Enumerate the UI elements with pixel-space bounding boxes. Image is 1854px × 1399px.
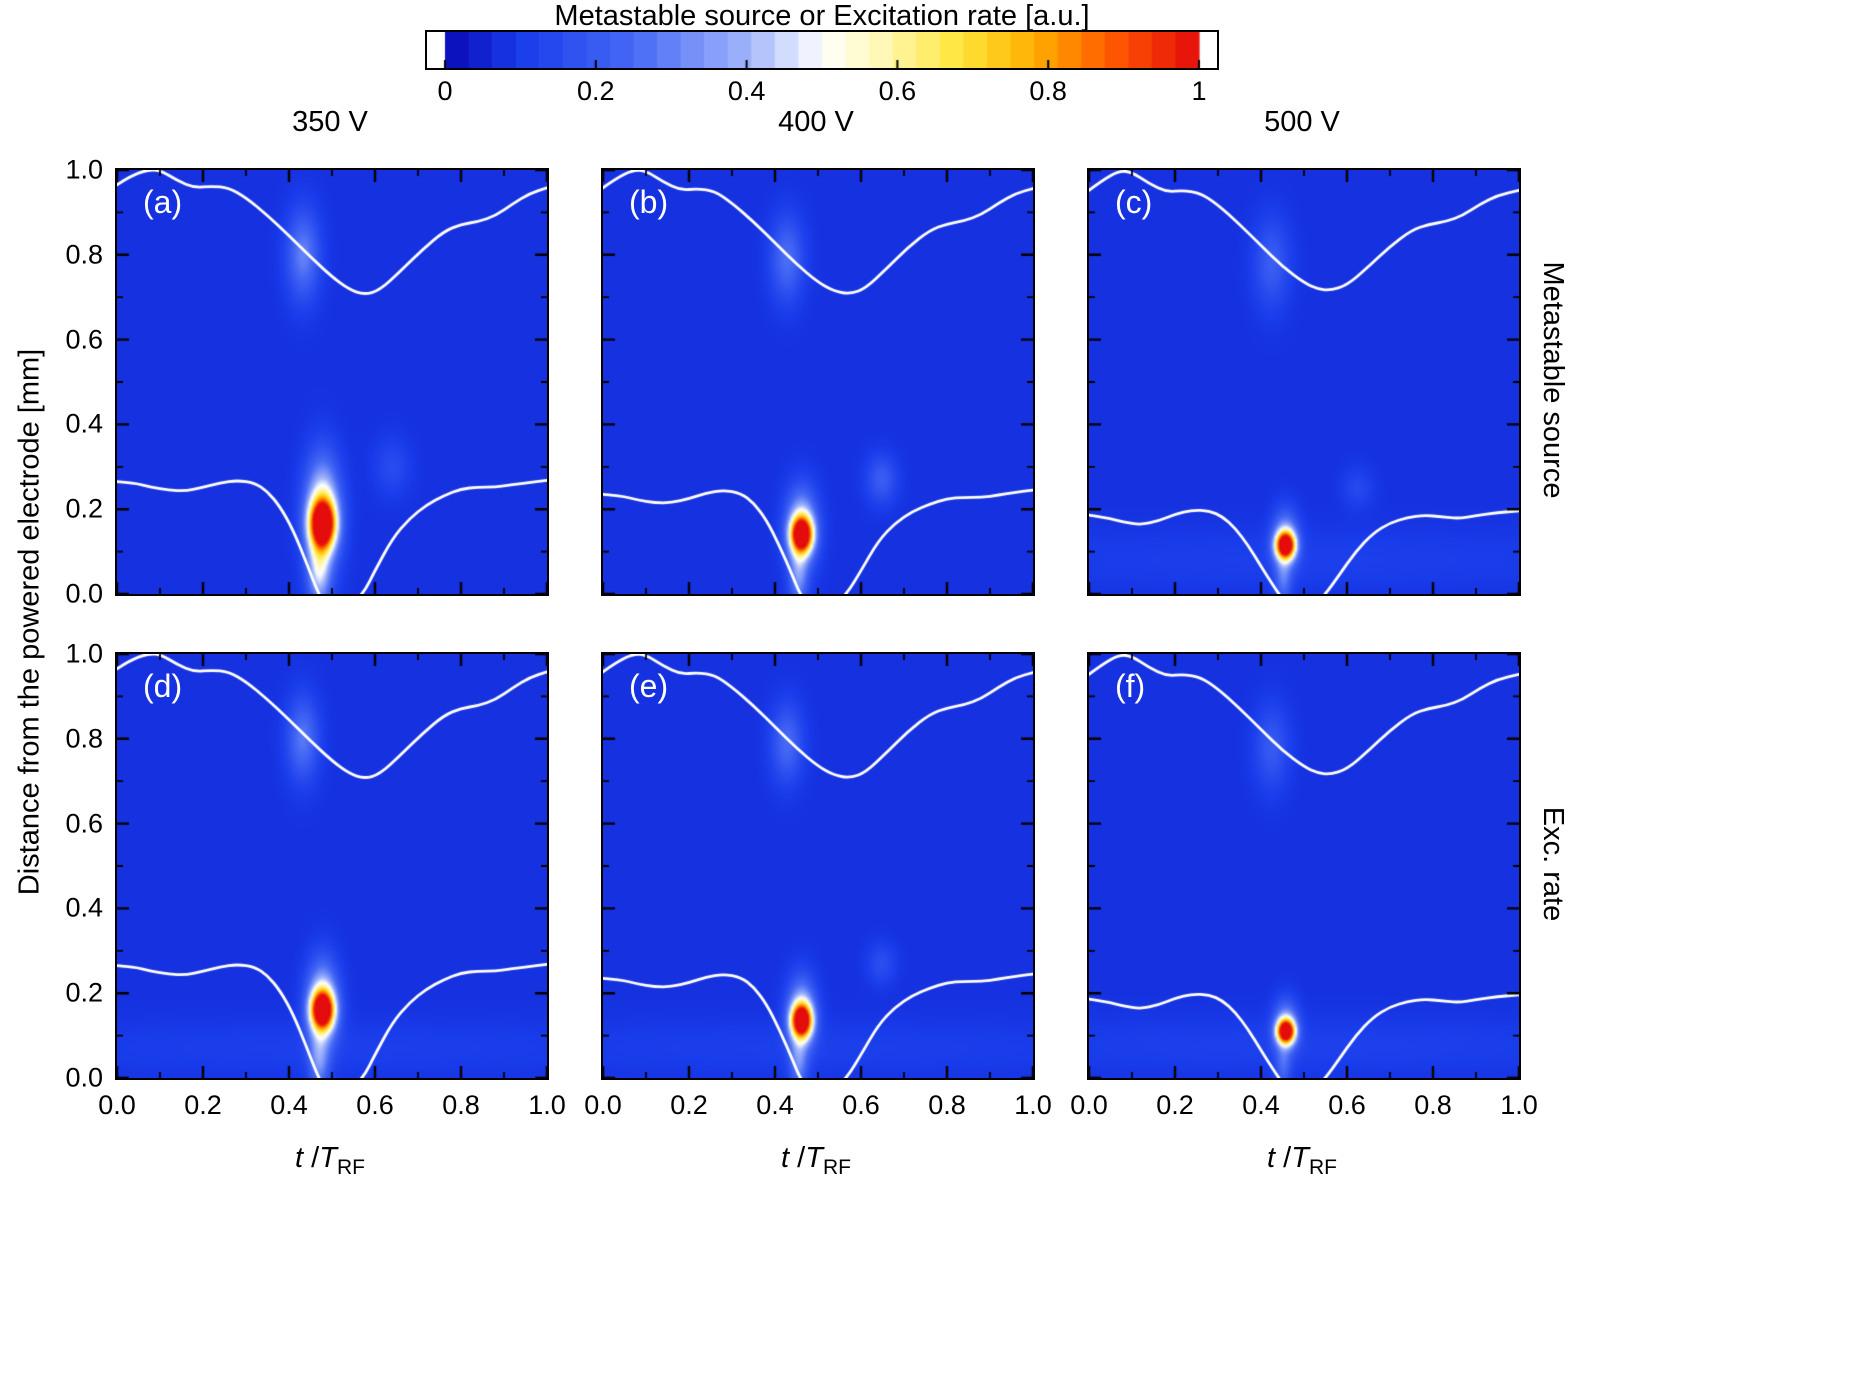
colorbar-tick-label: 0 <box>437 76 453 106</box>
y-tick-label: 1.0 <box>65 638 103 669</box>
y-tick-label: 0.0 <box>65 1062 103 1093</box>
panel-label-d: (d) <box>143 668 183 704</box>
y-tick-label: 0.8 <box>65 723 103 754</box>
row-label-metastable-source: Metastable source <box>1537 261 1569 499</box>
colorbar-title: Metastable source or Excitation rate [a.… <box>554 0 1090 32</box>
x-axis-label-sub: RF <box>822 1155 851 1179</box>
x-axis-label-col1: t /TRF <box>295 1142 365 1180</box>
panel-label-b: (b) <box>629 184 669 220</box>
heatmap-panel-e: (e) <box>601 652 1035 1080</box>
heatmap-panel-d: (d) <box>115 652 549 1080</box>
panel-label-c: (c) <box>1115 184 1153 220</box>
x-tick-label: 0.4 <box>756 1090 794 1120</box>
heatmap-canvas-e <box>603 654 1033 1078</box>
colorbar-tick-label: 1 <box>1191 76 1207 106</box>
x-tick-label: 0.8 <box>1414 1090 1452 1120</box>
x-axis-label-slash: / <box>303 1142 320 1174</box>
x-tick-label: 1.0 <box>1500 1090 1538 1120</box>
colorbar <box>425 30 1219 70</box>
heatmap-panel-a: (a) <box>115 168 549 596</box>
x-tick-label: 0.2 <box>184 1090 222 1120</box>
y-tick-label: 0.4 <box>65 892 103 923</box>
column-header-400v: 400 V <box>778 106 854 138</box>
heatmap-panel-b: (b) <box>601 168 1035 596</box>
y-tick-label: 0.2 <box>65 493 103 524</box>
y-tick-label: 1.0 <box>65 154 103 185</box>
x-tick-label: 0.2 <box>670 1090 708 1120</box>
x-axis-label-t: t <box>1267 1142 1276 1174</box>
x-axis-label-t: t <box>781 1142 790 1174</box>
x-axis-label-sub: RF <box>336 1155 365 1179</box>
panel-label-f: (f) <box>1115 668 1146 704</box>
x-axis-label-T: T <box>1291 1142 1309 1174</box>
colorbar-tick-label: 0.6 <box>878 76 917 106</box>
heatmap-panel-c: (c) <box>1087 168 1521 596</box>
x-tick-label: 0.2 <box>1156 1090 1194 1120</box>
y-tick-label: 0.2 <box>65 977 103 1008</box>
x-tick-label: 0.0 <box>584 1090 622 1120</box>
x-axis-label-T: T <box>319 1142 337 1174</box>
colorbar-tick-label: 0.4 <box>727 76 766 106</box>
x-axis-label-slash: / <box>1275 1142 1292 1174</box>
panel-label-e: (e) <box>629 668 669 704</box>
colorbar-gradient <box>427 32 1217 68</box>
heatmap-canvas-b <box>603 170 1033 594</box>
y-tick-label: 0.4 <box>65 408 103 439</box>
x-axis-label-sub: RF <box>1308 1155 1337 1179</box>
x-tick-label: 0.6 <box>356 1090 394 1120</box>
y-tick-label: 0.6 <box>65 808 103 839</box>
x-tick-label: 0.4 <box>1242 1090 1280 1120</box>
x-axis-label-col2: t /TRF <box>781 1142 851 1180</box>
y-tick-label: 0.6 <box>65 324 103 355</box>
x-tick-label: 0.8 <box>442 1090 480 1120</box>
x-axis-label-slash: / <box>789 1142 806 1174</box>
column-header-350v: 350 V <box>292 106 368 138</box>
heatmap-canvas-c <box>1089 170 1519 594</box>
y-tick-label: 0.0 <box>65 578 103 609</box>
panel-label-a: (a) <box>143 184 183 220</box>
heatmap-canvas-f <box>1089 654 1519 1078</box>
heatmap-canvas-a <box>117 170 547 594</box>
x-tick-label: 0.6 <box>1328 1090 1366 1120</box>
row-label-exc-rate: Exc. rate <box>1537 806 1569 922</box>
y-tick-label: 0.8 <box>65 239 103 270</box>
x-tick-label: 0.8 <box>928 1090 966 1120</box>
heatmap-panel-f: (f) <box>1087 652 1521 1080</box>
x-tick-label: 0.0 <box>98 1090 136 1120</box>
x-tick-label: 0.0 <box>1070 1090 1108 1120</box>
x-tick-label: 0.6 <box>842 1090 880 1120</box>
x-axis-label-t: t <box>295 1142 304 1174</box>
x-tick-label: 1.0 <box>528 1090 566 1120</box>
colorbar-tick-label: 0.2 <box>577 76 615 106</box>
x-axis-label-T: T <box>805 1142 823 1174</box>
heatmap-canvas-d <box>117 654 547 1078</box>
x-axis-label-col3: t /TRF <box>1267 1142 1337 1180</box>
colorbar-tick-label: 0.8 <box>1029 76 1067 106</box>
x-tick-label: 1.0 <box>1014 1090 1052 1120</box>
x-tick-label: 0.4 <box>270 1090 308 1120</box>
column-header-500v: 500 V <box>1264 106 1340 138</box>
